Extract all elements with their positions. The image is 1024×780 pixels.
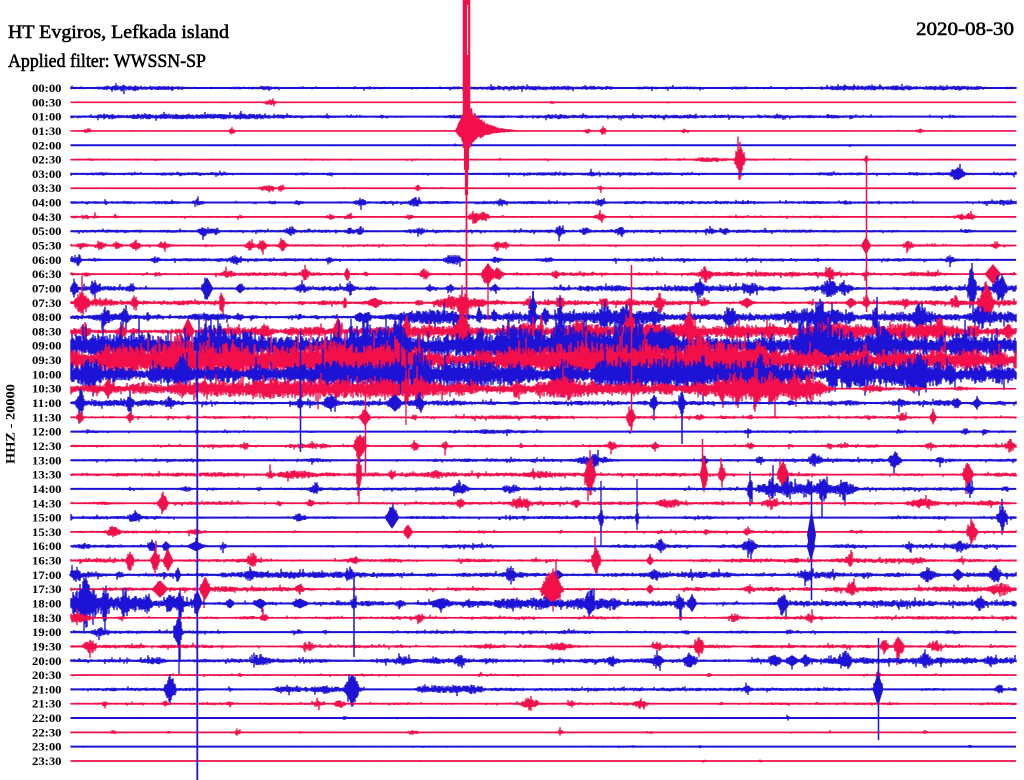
svg-text:08:00: 08:00 (32, 312, 62, 324)
svg-text:15:00: 15:00 (32, 513, 62, 525)
svg-text:23:30: 23:30 (32, 756, 62, 768)
svg-text:HT Evgiros, Lefkada island: HT Evgiros, Lefkada island (8, 22, 230, 43)
svg-text:19:30: 19:30 (32, 641, 62, 653)
svg-text:20:00: 20:00 (32, 656, 62, 668)
svg-text:17:30: 17:30 (32, 584, 62, 596)
svg-text:18:30: 18:30 (32, 613, 62, 625)
svg-text:01:30: 01:30 (32, 126, 62, 138)
svg-text:09:00: 09:00 (32, 341, 62, 353)
svg-text:14:30: 14:30 (32, 498, 62, 510)
svg-text:12:00: 12:00 (32, 427, 62, 439)
svg-text:22:00: 22:00 (32, 713, 62, 725)
svg-text:18:00: 18:00 (32, 598, 62, 610)
svg-text:14:00: 14:00 (32, 484, 62, 496)
svg-text:05:00: 05:00 (32, 226, 62, 238)
svg-text:03:30: 03:30 (32, 183, 62, 195)
svg-text:22:30: 22:30 (32, 727, 62, 739)
svg-text:12:30: 12:30 (32, 441, 62, 453)
svg-text:06:00: 06:00 (32, 255, 62, 267)
svg-text:10:30: 10:30 (32, 384, 62, 396)
svg-text:06:30: 06:30 (32, 269, 62, 281)
svg-text:11:00: 11:00 (32, 398, 62, 410)
svg-text:02:00: 02:00 (32, 140, 62, 152)
svg-text:21:30: 21:30 (32, 699, 62, 711)
svg-text:17:00: 17:00 (32, 570, 62, 582)
svg-text:16:30: 16:30 (32, 556, 62, 568)
svg-text:09:30: 09:30 (32, 355, 62, 367)
svg-text:13:30: 13:30 (32, 470, 62, 482)
svg-text:00:00: 00:00 (32, 83, 62, 95)
svg-text:2020-08-30: 2020-08-30 (916, 19, 1014, 40)
svg-text:16:00: 16:00 (32, 541, 62, 553)
svg-text:05:30: 05:30 (32, 241, 62, 253)
svg-text:01:00: 01:00 (32, 112, 62, 124)
svg-text:07:00: 07:00 (32, 283, 62, 295)
svg-text:08:30: 08:30 (32, 326, 62, 338)
svg-text:Applied filter: WWSSN-SP: Applied filter: WWSSN-SP (8, 51, 206, 72)
svg-text:15:30: 15:30 (32, 527, 62, 539)
svg-text:23:00: 23:00 (32, 742, 62, 754)
svg-text:20:30: 20:30 (32, 670, 62, 682)
svg-text:00:30: 00:30 (32, 97, 62, 109)
svg-text:04:00: 04:00 (32, 198, 62, 210)
svg-text:02:30: 02:30 (32, 155, 62, 167)
svg-text:19:00: 19:00 (32, 627, 62, 639)
svg-text:13:00: 13:00 (32, 455, 62, 467)
svg-text:HHZ - 20000: HHZ - 20000 (3, 384, 18, 464)
svg-text:03:00: 03:00 (32, 169, 62, 181)
svg-text:04:30: 04:30 (32, 212, 62, 224)
svg-text:21:00: 21:00 (32, 684, 62, 696)
svg-text:10:00: 10:00 (32, 369, 62, 381)
svg-text:11:30: 11:30 (32, 412, 62, 424)
svg-text:07:30: 07:30 (32, 298, 62, 310)
